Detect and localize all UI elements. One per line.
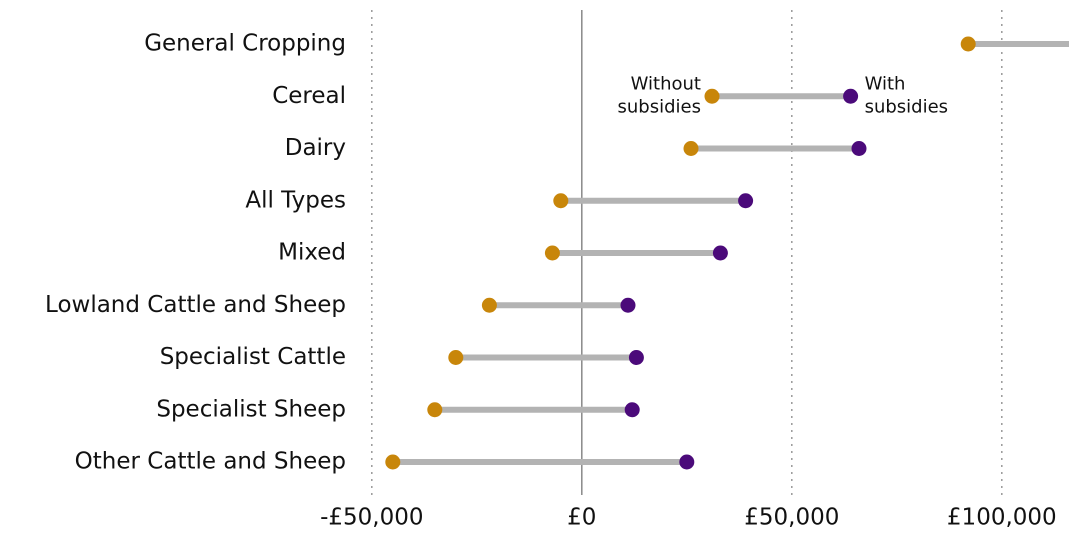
x-tick-label: £100,000: [947, 505, 1057, 531]
dot: [851, 141, 867, 156]
dot: [738, 193, 754, 209]
category-label: Other Cattle and Sheep: [75, 449, 346, 475]
category-label: Mixed: [278, 240, 346, 266]
category-label: Specialist Sheep: [156, 396, 346, 422]
annotation: subsidies: [865, 96, 948, 117]
dot: [544, 245, 560, 261]
category-label: All Types: [245, 187, 346, 213]
plot-area: [385, 36, 1069, 470]
x-tick-label: £0: [567, 505, 596, 531]
dot: [624, 402, 640, 418]
dot: [553, 193, 569, 209]
annotation: subsidies: [618, 96, 701, 117]
category-label: Specialist Cattle: [160, 344, 346, 370]
dot: [843, 88, 859, 104]
dot: [960, 36, 976, 52]
category-label: Cereal: [272, 83, 346, 109]
dot: [427, 402, 443, 418]
x-tick-label: £50,000: [744, 505, 839, 531]
dot: [481, 297, 497, 313]
category-label: General Cropping: [144, 31, 346, 57]
dot: [683, 141, 699, 156]
dot: [679, 454, 695, 470]
dot: [620, 297, 636, 313]
dot: [628, 350, 644, 365]
dot: [704, 88, 720, 104]
dot: [385, 454, 401, 470]
dot: [712, 245, 728, 261]
category-label: Lowland Cattle and Sheep: [45, 292, 346, 318]
annotation: With: [865, 73, 906, 94]
category-label: Dairy: [285, 135, 346, 161]
dot: [448, 350, 464, 365]
x-tick-label: -£50,000: [320, 505, 423, 531]
annotation: Without: [631, 73, 701, 94]
